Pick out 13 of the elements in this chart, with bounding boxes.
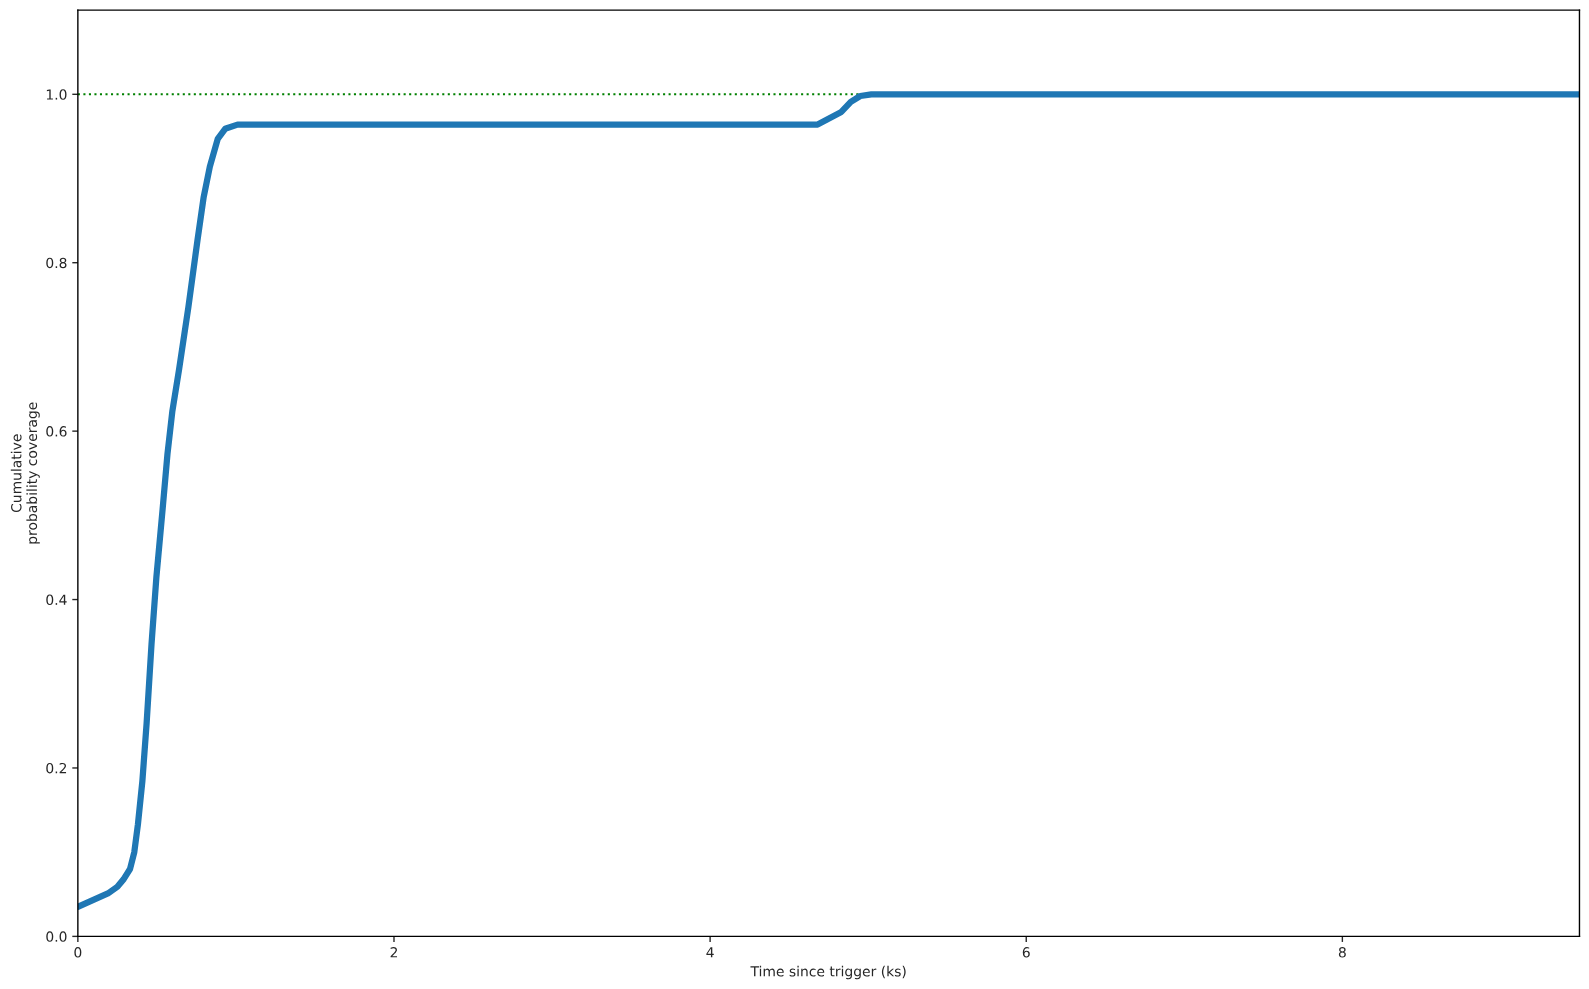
x-tick-label: 0 bbox=[74, 947, 82, 958]
x-axis-title: Time since trigger (ks) bbox=[750, 965, 906, 980]
x-tick-label: 2 bbox=[390, 947, 398, 958]
x-tick-label: 8 bbox=[1338, 947, 1346, 958]
y-axis-title: Cumulative probability coverage bbox=[10, 402, 40, 544]
y-tick-label: 0.0 bbox=[46, 931, 67, 942]
y-tick-label: 0.8 bbox=[46, 257, 67, 269]
y-tick-label: 0.6 bbox=[46, 426, 67, 437]
x-tick-label: 6 bbox=[1022, 947, 1030, 958]
x-tick-label: 4 bbox=[706, 947, 714, 958]
y-tick-label: 0.4 bbox=[46, 594, 67, 606]
y-tick-label: 1.0 bbox=[46, 89, 67, 100]
y-tick-label: 0.2 bbox=[46, 762, 67, 774]
